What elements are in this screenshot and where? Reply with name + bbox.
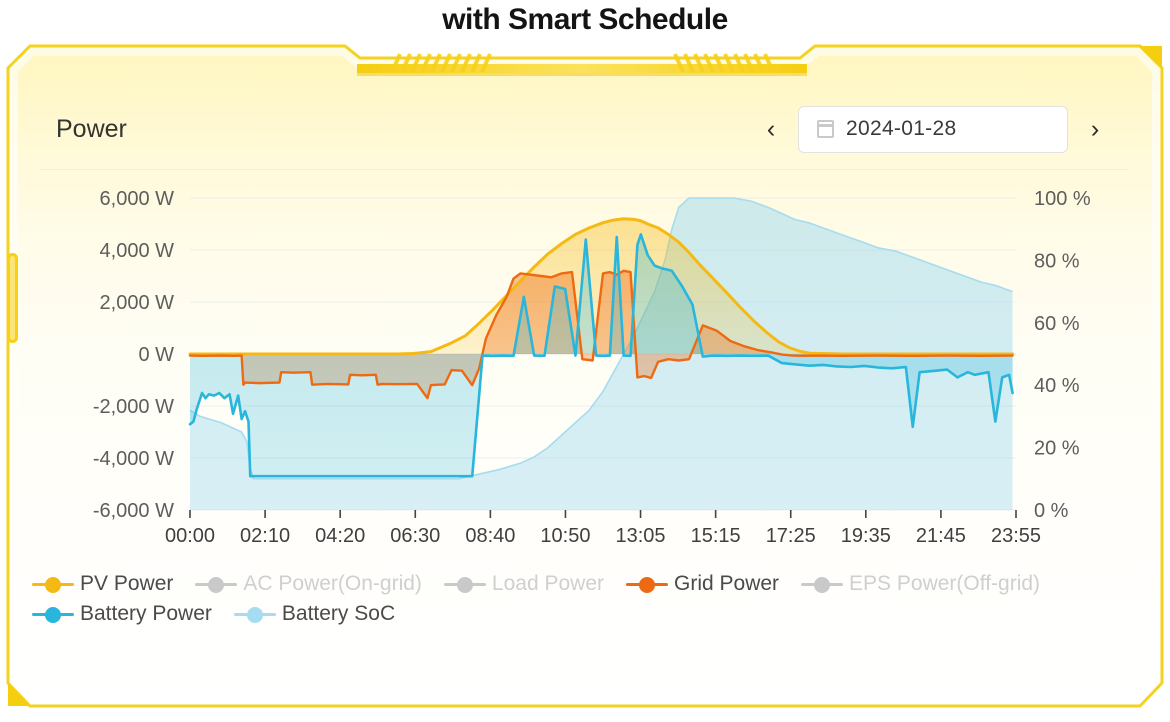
legend-label: AC Power(On-grid) — [243, 572, 422, 595]
svg-text:15:15: 15:15 — [691, 525, 741, 547]
legend-item-pv-power[interactable]: PV Power — [32, 572, 173, 596]
power-card: Power ‹ 2024-01-28 › -6,000 W -4,000 W -2,… — [30, 70, 1138, 686]
svg-text:04:20: 04:20 — [315, 525, 365, 547]
svg-text:06:30: 06:30 — [390, 525, 440, 547]
legend-marker-icon — [626, 573, 668, 595]
calendar-icon — [817, 120, 834, 138]
legend-label: PV Power — [80, 572, 174, 595]
legend-item-load-power[interactable]: Load Power — [443, 572, 604, 596]
page-title: with Smart Schedule — [442, 3, 728, 36]
svg-text:08:40: 08:40 — [465, 525, 515, 547]
svg-text:6,000 W: 6,000 W — [100, 188, 175, 210]
next-day-button[interactable]: › — [1090, 114, 1100, 143]
svg-text:4,000 W: 4,000 W — [100, 240, 175, 262]
date-navigation: ‹ 2024-01-28 › — [758, 105, 1108, 153]
header-divider — [40, 169, 1128, 170]
power-chart-svg: -6,000 W -4,000 W -2,000 W 0 W 2,000 W 4,000 … — [93, 188, 1091, 547]
legend-marker-icon — [801, 573, 844, 595]
svg-text:80 %: 80 % — [1034, 250, 1080, 272]
decorative-frame — [6, 44, 1164, 708]
svg-text:2,000 W: 2,000 W — [100, 292, 175, 314]
svg-text:-2,000 W: -2,000 W — [93, 396, 174, 418]
date-picker[interactable]: 2024-01-28 — [798, 105, 1068, 153]
legend-item-eps-power-off-grid[interactable]: EPS Power(Off-grid) — [801, 572, 1040, 596]
svg-text:-6,000 W: -6,000 W — [93, 500, 174, 522]
prev-day-button[interactable]: ‹ — [766, 114, 776, 143]
legend-marker-icon — [32, 603, 74, 625]
legend-item-battery-soc[interactable]: Battery SoC — [233, 602, 396, 626]
svg-text:-4,000 W: -4,000 W — [93, 448, 174, 470]
legend-label: Load Power — [491, 572, 604, 595]
svg-text:21:45: 21:45 — [916, 525, 966, 547]
svg-text:0 W: 0 W — [138, 344, 174, 366]
legend-marker-icon — [233, 603, 276, 625]
svg-text:100 %: 100 % — [1034, 188, 1091, 210]
legend-item-ac-power-on-grid[interactable]: AC Power(On-grid) — [195, 572, 422, 596]
svg-text:19:35: 19:35 — [841, 525, 891, 547]
svg-text:13:05: 13:05 — [616, 525, 666, 547]
legend-label: Grid Power — [674, 572, 780, 595]
card-header: Power ‹ 2024-01-28 › — [34, 90, 1134, 168]
legend-item-grid-power[interactable]: Grid Power — [626, 572, 779, 596]
svg-text:10:50: 10:50 — [540, 525, 590, 547]
legend-marker-icon — [32, 573, 74, 595]
card-title: Power — [56, 114, 127, 143]
legend-item-battery-power[interactable]: Battery Power — [32, 602, 212, 626]
legend-label: Battery SoC — [281, 602, 396, 625]
legend-marker-icon — [195, 573, 238, 595]
power-chart: -6,000 W -4,000 W -2,000 W 0 W 2,000 W 4,000 … — [30, 180, 1138, 570]
svg-text:23:55: 23:55 — [991, 525, 1041, 547]
svg-text:00:00: 00:00 — [165, 525, 215, 547]
svg-text:02:10: 02:10 — [240, 525, 290, 547]
legend-label: EPS Power(Off-grid) — [849, 572, 1041, 595]
svg-text:17:25: 17:25 — [766, 525, 816, 547]
svg-text:60 %: 60 % — [1034, 313, 1080, 335]
legend-marker-icon — [443, 573, 486, 595]
svg-text:20 %: 20 % — [1034, 438, 1080, 460]
chart-legend: PV Power AC Power(On-grid) Load Power Grid … — [30, 572, 1138, 626]
legend-label: Battery Power — [80, 602, 212, 625]
svg-text:40 %: 40 % — [1034, 375, 1080, 397]
svg-text:0 %: 0 % — [1034, 500, 1069, 522]
date-value: 2024-01-28 — [846, 117, 957, 140]
